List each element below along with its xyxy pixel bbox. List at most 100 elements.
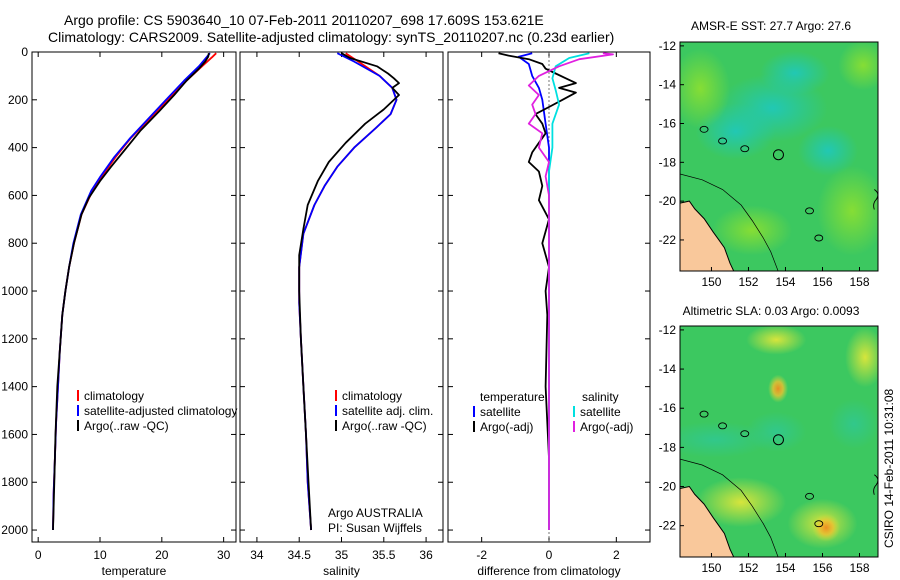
- profile-panel-salinity: 34 34.5 35 35.5 36 salinity climatologysatelli…: [239, 51, 444, 578]
- map-x-tick-label: 158: [849, 561, 869, 575]
- x-tick-label-temperature: 30: [217, 548, 231, 562]
- series-line-difference-1: [498, 52, 577, 530]
- y-tick-label: 800: [8, 236, 28, 250]
- legend-label-difference: satellite: [480, 405, 521, 419]
- map-x-tick-label: 154: [775, 275, 795, 289]
- sla-high-blob: [845, 327, 878, 388]
- legend-label-difference: Argo(-adj): [580, 420, 633, 434]
- legend-group-salinity: salinity: [582, 390, 619, 404]
- reef-outline: [805, 207, 814, 215]
- y-tick-label: 0: [21, 45, 28, 59]
- map-x-tick-label: 154: [775, 561, 795, 575]
- map-y-tick-label: -18: [659, 440, 677, 454]
- legend-label-salinity: satellite adj. clim.: [342, 404, 433, 418]
- x-tick-label-salinity: 35.5: [372, 548, 396, 562]
- map-y-tick-label: -16: [659, 401, 677, 415]
- y-tick-label: 2000: [1, 523, 28, 537]
- x-axis-label-salinity: salinity: [323, 564, 360, 578]
- legend-label-difference: Argo(-adj): [480, 420, 533, 434]
- map-panel-sst_map: 150 152 154 156 158 -12 -14 -16 -18 -20 -22 AMSR-E …: [659, 19, 879, 289]
- x-tick-label-difference: 0: [546, 548, 553, 562]
- map-field-sst_map: [680, 42, 878, 271]
- x-tick-label-temperature: 20: [155, 548, 169, 562]
- map-y-tick-label: -16: [659, 117, 677, 131]
- map-y-tick-label: -12: [659, 39, 677, 53]
- map-field-sla_map: [680, 326, 878, 557]
- map-y-tick-label: -22: [659, 519, 677, 533]
- figure-title-line1: Argo profile: CS 5903640_10 07-Feb-2011 …: [64, 12, 544, 28]
- profile-panel-temperature: 0 10 20 30 0 200 400 600 800 1000 1200 1400 1600 1800…: [1, 45, 237, 578]
- x-tick-label-difference: -2: [476, 548, 487, 562]
- shelf-contour: [680, 173, 779, 271]
- land-mass: [680, 485, 735, 557]
- sst-cool-anomaly-blob: [838, 42, 878, 91]
- y-tick-label: 200: [8, 93, 28, 107]
- legend-label-temperature: climatology: [84, 389, 144, 403]
- reef-outline: [740, 145, 750, 153]
- map-y-tick-label: -14: [659, 362, 677, 376]
- map-frame: [679, 41, 879, 272]
- series-line-temperature-2: [52, 53, 210, 531]
- map-x-tick-label: 152: [738, 561, 758, 575]
- map-x-tick-label: 156: [812, 275, 832, 289]
- sla-low-blob: [746, 411, 807, 452]
- argo-program-label: Argo AUSTRALIA: [328, 506, 423, 520]
- map-title-sla_map: Altimetric SLA: 0.03 Argo: 0.0093: [683, 304, 860, 318]
- x-tick-label-salinity: 34: [250, 548, 264, 562]
- map-x-tick-label: 150: [701, 275, 721, 289]
- y-tick-label: 1000: [1, 284, 28, 298]
- x-tick-label-temperature: 10: [93, 548, 107, 562]
- reef-outline: [699, 410, 709, 418]
- y-tick-label: 1200: [1, 332, 28, 346]
- y-tick-label: 1400: [1, 380, 28, 394]
- x-tick-label-temperature: 0: [35, 548, 42, 562]
- y-tick-label: 1800: [1, 475, 28, 489]
- map-y-tick-label: -14: [659, 78, 677, 92]
- sla-high-blob: [746, 326, 807, 355]
- series-line-salinity-2: [298, 52, 400, 531]
- axes-box-temperature: [31, 51, 237, 543]
- sst-cool-anomaly-blob: [712, 205, 793, 256]
- map-y-tick-label: -20: [659, 480, 677, 494]
- legend-label-salinity: Argo(..raw -QC): [342, 419, 427, 433]
- shelf-contour: [680, 458, 779, 557]
- profile-panel-difference: -2 0 2 difference from climatology temperatu…: [447, 51, 651, 578]
- legend-label-salinity: climatology: [342, 389, 402, 403]
- map-y-tick-label: -20: [659, 194, 677, 208]
- x-tick-label-salinity: 34.5: [288, 548, 312, 562]
- map-frame: [679, 325, 879, 558]
- reef-outline: [718, 422, 728, 430]
- reef-outline: [814, 234, 824, 242]
- reef-outline: [699, 125, 709, 133]
- legend-label-difference: satellite: [580, 405, 621, 419]
- sst-warm-anomaly-blob: [759, 51, 830, 96]
- principal-investigator-label: PI: Susan Wijffels: [328, 521, 422, 535]
- figure-title-line2: Climatology: CARS2009. Satellite-adjuste…: [48, 29, 615, 45]
- land-mass: [680, 200, 735, 271]
- reef-outline: [873, 474, 878, 495]
- y-tick-label: 600: [8, 188, 28, 202]
- y-tick-label: 1600: [1, 427, 28, 441]
- argo-position-marker: [772, 434, 784, 446]
- map-x-tick-label: 150: [701, 561, 721, 575]
- legend-group-temperature: temperature: [480, 390, 545, 404]
- map-title-sst_map: AMSR-E SST: 27.7 Argo: 27.6: [691, 19, 851, 33]
- reef-outline: [718, 137, 728, 145]
- reef-outline: [805, 492, 814, 500]
- sla-low-blob: [828, 398, 878, 449]
- series-line-difference-3: [527, 52, 614, 530]
- map-x-tick-label: 158: [849, 275, 869, 289]
- map-y-tick-label: -18: [659, 155, 677, 169]
- legend-label-temperature: Argo(..raw -QC): [84, 419, 169, 433]
- sst-warm-anomaly-blob: [798, 125, 859, 176]
- map-x-tick-label: 152: [738, 275, 758, 289]
- map-panel-sla_map: 150 152 154 156 158 -12 -14 -16 -18 -20 -22 Altimet…: [659, 304, 879, 575]
- argo-position-marker: [772, 149, 784, 161]
- x-tick-label-salinity: 35: [335, 548, 349, 562]
- sla-peak-blob: [812, 513, 841, 542]
- axes-box-salinity: [239, 51, 444, 543]
- sla-peak-blob: [768, 374, 789, 403]
- map-x-tick-label: 156: [812, 561, 832, 575]
- y-tick-label: 400: [8, 141, 28, 155]
